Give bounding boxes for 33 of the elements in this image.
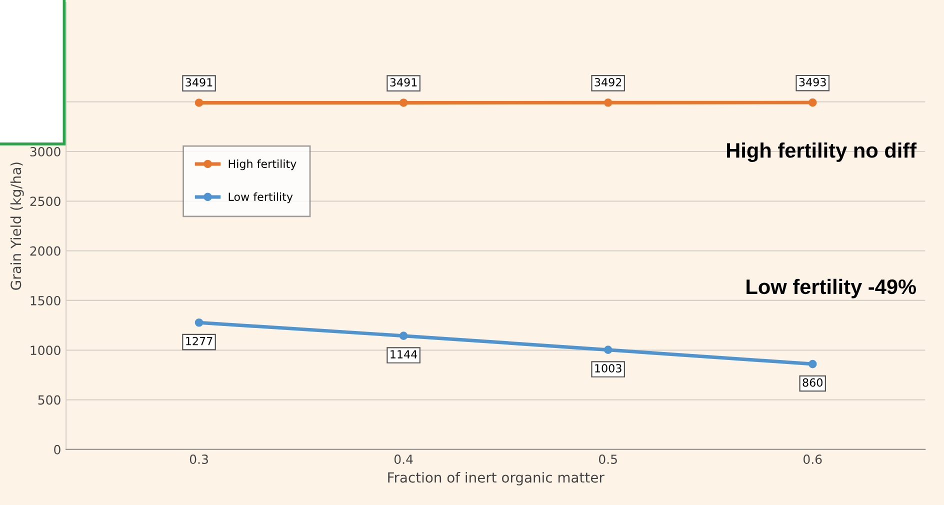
x-tick-label: 0.3 <box>190 454 208 464</box>
data-label: 3491 <box>390 78 417 87</box>
y-axis-title: Grain Yield (kg/ha) <box>10 162 24 290</box>
y-tick-label: 2000 <box>30 246 60 256</box>
point <box>194 98 204 107</box>
point <box>808 98 817 107</box>
x-tick-label: 0.5 <box>598 454 617 464</box>
point <box>399 332 408 340</box>
point <box>604 346 612 354</box>
y-tick-label: 1000 <box>30 346 60 356</box>
y-tick-label: 0 <box>54 444 60 454</box>
legend-label: High fertility <box>228 159 296 170</box>
x-tick-label: 0.4 <box>394 454 413 464</box>
point <box>399 98 408 107</box>
x-axis-title: Fraction of inert organic matter <box>388 472 604 486</box>
y-tick-label: 500 <box>38 395 60 405</box>
annotation: High fertility no diff <box>726 142 917 162</box>
point <box>808 360 817 368</box>
x-tick-label: 0.6 <box>804 454 822 464</box>
annotation: Low fertility -49% <box>746 278 916 298</box>
y-tick-label: 3000 <box>30 146 60 156</box>
data-label: 1277 <box>186 336 212 346</box>
legend-label: Low fertility <box>228 192 293 204</box>
data-label: 860 <box>802 378 822 387</box>
data-label: 1003 <box>595 364 622 373</box>
point <box>194 318 204 327</box>
data-label: 3492 <box>594 78 622 86</box>
data-label: 3493 <box>799 78 826 86</box>
y-tick-label: 2500 <box>30 196 60 206</box>
point <box>604 98 612 107</box>
y-tick-label: 1500 <box>30 296 60 306</box>
data-label: 1144 <box>390 350 418 358</box>
data-label: 3491 <box>186 78 212 87</box>
